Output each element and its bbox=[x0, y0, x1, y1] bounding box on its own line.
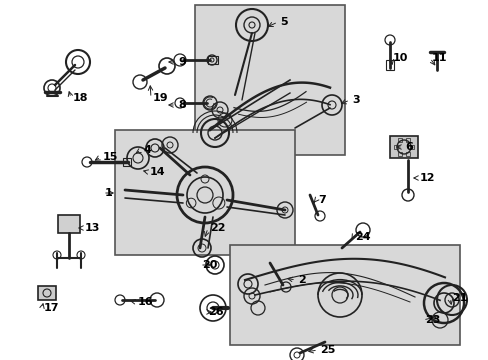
Bar bbox=[397, 152, 401, 156]
Text: 3: 3 bbox=[351, 95, 359, 105]
Bar bbox=[385, 60, 393, 70]
Text: 26: 26 bbox=[207, 307, 223, 317]
Bar bbox=[405, 138, 409, 142]
Bar bbox=[397, 138, 401, 142]
Text: 23: 23 bbox=[424, 315, 440, 325]
Bar bbox=[229, 245, 459, 345]
Bar bbox=[195, 5, 345, 155]
Text: 16: 16 bbox=[138, 297, 153, 307]
Text: 25: 25 bbox=[319, 345, 335, 355]
Text: 8: 8 bbox=[178, 100, 185, 110]
Text: 22: 22 bbox=[209, 223, 225, 233]
Bar bbox=[409, 145, 413, 149]
Bar bbox=[38, 286, 56, 300]
Text: 11: 11 bbox=[431, 53, 447, 63]
Text: 19: 19 bbox=[153, 93, 168, 103]
Bar bbox=[405, 152, 409, 156]
Text: 20: 20 bbox=[202, 260, 217, 270]
Text: 6: 6 bbox=[404, 142, 412, 152]
Text: 10: 10 bbox=[392, 53, 407, 63]
Text: 14: 14 bbox=[150, 167, 165, 177]
Text: 17: 17 bbox=[44, 303, 60, 313]
Text: 15: 15 bbox=[103, 152, 118, 162]
Text: 9: 9 bbox=[178, 57, 185, 67]
Text: 7: 7 bbox=[317, 195, 325, 205]
Text: 24: 24 bbox=[354, 232, 370, 242]
Text: 18: 18 bbox=[73, 93, 88, 103]
Bar bbox=[389, 136, 417, 158]
Text: 21: 21 bbox=[451, 293, 467, 303]
Text: 2: 2 bbox=[297, 275, 305, 285]
Text: 5: 5 bbox=[280, 17, 287, 27]
Text: 4: 4 bbox=[142, 145, 151, 155]
Bar bbox=[123, 158, 131, 166]
Bar bbox=[393, 145, 397, 149]
Text: 1: 1 bbox=[105, 188, 113, 198]
Text: 13: 13 bbox=[85, 223, 100, 233]
Bar bbox=[58, 215, 80, 233]
Text: 12: 12 bbox=[419, 173, 435, 183]
Bar bbox=[115, 130, 294, 255]
Bar bbox=[207, 56, 218, 64]
